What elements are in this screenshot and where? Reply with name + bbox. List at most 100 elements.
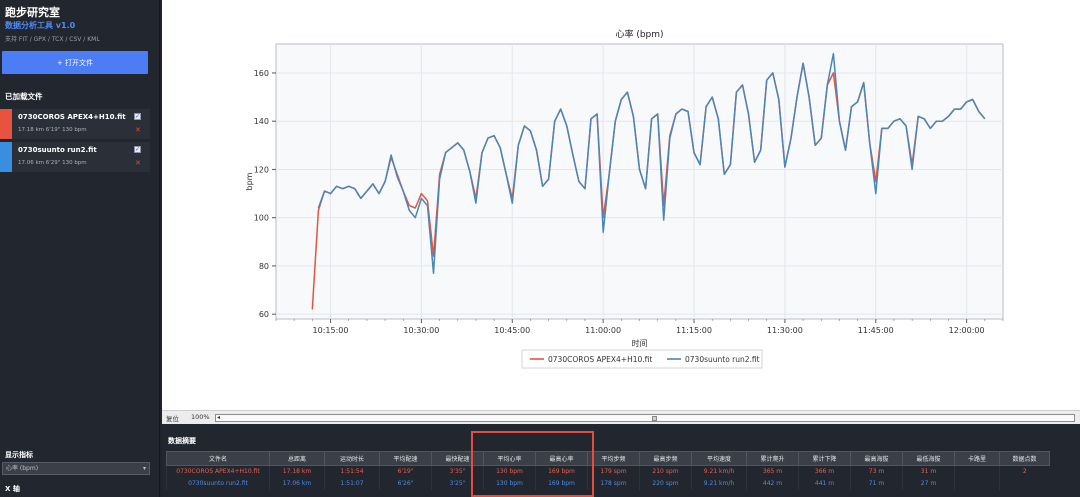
sidebar: 跑步研究室 数据分析工具 v1.0 支持 FIT / GPX / TCX / C… bbox=[0, 0, 160, 497]
summary-cell: 442 m bbox=[746, 477, 799, 490]
summary-cell: 210 spm bbox=[639, 465, 692, 478]
summary-cell: 169 bpm bbox=[535, 465, 588, 478]
x-tick-label: 10:15:00 bbox=[313, 326, 349, 335]
y-tick-label: 160 bbox=[254, 69, 269, 78]
summary-cell: 130 bpm bbox=[483, 465, 536, 478]
metric-select-value: 心率 (bpm) bbox=[6, 465, 39, 472]
metric-select[interactable]: 心率 (bpm) ▾ bbox=[2, 462, 150, 475]
legend-box bbox=[521, 349, 763, 369]
summary-cell: 6'26" bbox=[379, 477, 432, 490]
summary-cell bbox=[954, 477, 1000, 490]
file-name: 0730COROS APEX4+H10.fit bbox=[18, 113, 126, 121]
summary-cell: 71 m bbox=[850, 477, 903, 490]
series-line-2 bbox=[317, 52, 986, 274]
zoom-scrollbar[interactable]: ◂ bbox=[215, 414, 1075, 422]
summary-cell: 9.21 km/h bbox=[691, 477, 747, 490]
summary-header-cell[interactable]: 数据点数 bbox=[999, 451, 1050, 466]
heart-rate-chart: 60 80 100 120 140 160 10:15:00 10:30:00 10:45:00… bbox=[245, 28, 1004, 369]
summary-header-cell[interactable]: 卡路里 bbox=[954, 451, 1000, 466]
summary-title: 数据摘要 bbox=[168, 437, 196, 445]
legend-entry: 0730COROS APEX4+H10.fit bbox=[548, 355, 652, 364]
summary-cell: 169 bpm bbox=[535, 477, 588, 490]
scroll-left-icon[interactable]: ◂ bbox=[217, 414, 221, 421]
legend-entry: 0730suunto run2.fit bbox=[685, 355, 760, 364]
file-visible-checkbox[interactable]: ✓ bbox=[134, 113, 141, 120]
zoom-reset-button[interactable]: 复位 bbox=[166, 415, 179, 423]
chart-panel: 60 80 100 120 140 160 10:15:00 10:30:00 10:45:00… bbox=[162, 0, 1080, 410]
summary-cell: 178 spm bbox=[587, 477, 640, 490]
y-axis-label: bpm bbox=[245, 172, 254, 190]
zoom-bar: 复位 100% ◂ bbox=[162, 410, 1080, 424]
summary-cell: 0730suunto run2.fit bbox=[166, 477, 270, 490]
x-tick-label: 10:45:00 bbox=[494, 326, 530, 335]
summary-cell: 130 bpm bbox=[483, 477, 536, 490]
y-tick-label: 80 bbox=[259, 262, 269, 271]
summary-cell: 365 m bbox=[746, 465, 799, 478]
summary-cell: 9.21 km/h bbox=[691, 465, 747, 478]
open-file-button[interactable]: + 打开文件 bbox=[2, 51, 148, 74]
app-subtitle: 数据分析工具 v1.0 bbox=[5, 21, 76, 30]
summary-table: 文件名 总距离 运动时长 平均配速 最快配速 平均心率 最高心率 平均步频 最高步频 平均速度 累计… bbox=[166, 451, 1050, 490]
x-axis-label: 时间 bbox=[632, 338, 648, 348]
summary-header-cell[interactable]: 最高海拔 bbox=[850, 451, 903, 466]
x-tick-label: 11:30:00 bbox=[767, 326, 803, 335]
summary-header-cell[interactable]: 文件名 bbox=[166, 451, 270, 466]
file-card-suunto[interactable]: 0730suunto run2.fit 17.06 km 6'29" 130 b… bbox=[0, 142, 150, 172]
summary-cell: 366 m bbox=[798, 465, 851, 478]
summary-cell: 220 spm bbox=[639, 477, 692, 490]
summary-cell: 0730COROS APEX4+H10.fit bbox=[166, 465, 270, 478]
y-tick-label: 100 bbox=[254, 214, 269, 223]
summary-header-cell[interactable]: 累计爬升 bbox=[746, 451, 799, 466]
summary-cell: 27 m bbox=[902, 477, 955, 490]
zoom-level: 100% bbox=[191, 413, 210, 421]
chart-title: 心率 (bpm) bbox=[615, 28, 663, 40]
loaded-files-title: 已加载文件 bbox=[5, 92, 43, 101]
file-name: 0730suunto run2.fit bbox=[18, 146, 97, 154]
summary-cell: 73 m bbox=[850, 465, 903, 478]
summary-header-cell[interactable]: 最高心率 bbox=[535, 451, 588, 466]
summary-cell: 1:51:54 bbox=[324, 465, 380, 478]
remove-file-icon[interactable]: ✕ bbox=[135, 159, 141, 167]
summary-row[interactable]: 0730suunto run2.fit 17.06 km 1:51:07 6'26" 3… bbox=[166, 477, 1050, 490]
summary-header-cell[interactable]: 最快配速 bbox=[431, 451, 484, 466]
y-tick-label: 140 bbox=[254, 117, 269, 126]
summary-panel: 数据摘要 文件名 总距离 运动时长 平均配速 最快配速 平均心率 最高心率 平均步频 最高步频平… bbox=[162, 424, 1080, 497]
file-color-bar bbox=[0, 109, 12, 139]
metric-title: 显示指标 bbox=[5, 451, 33, 459]
y-tick-label: 60 bbox=[259, 310, 269, 319]
file-card-coros[interactable]: 0730COROS APEX4+H10.fit 17.18 km 6'19" 1… bbox=[0, 109, 150, 139]
x-tick-label: 12:00:00 bbox=[949, 326, 985, 335]
supported-formats: 支持 FIT / GPX / TCX / CSV / KML bbox=[5, 36, 100, 43]
file-color-bar bbox=[0, 142, 12, 172]
summary-cell: 17.18 km bbox=[269, 465, 325, 478]
summary-header-cell[interactable]: 平均步频 bbox=[587, 451, 640, 466]
summary-cell: 179 spm bbox=[587, 465, 640, 478]
summary-cell: 2 bbox=[999, 465, 1050, 478]
summary-header-cell[interactable]: 平均心率 bbox=[483, 451, 536, 466]
file-stats: 17.06 km 6'29" 130 bpm bbox=[18, 160, 87, 166]
summary-header-cell[interactable]: 最高步频 bbox=[639, 451, 692, 466]
summary-cell: 1:51:07 bbox=[324, 477, 380, 490]
summary-row[interactable]: 0730COROS APEX4+H10.fit 17.18 km 1:51:54 6'… bbox=[166, 465, 1050, 478]
file-visible-checkbox[interactable]: ✓ bbox=[134, 146, 141, 153]
summary-header-cell[interactable]: 运动时长 bbox=[324, 451, 380, 466]
summary-cell: 17.06 km bbox=[269, 477, 325, 490]
summary-cell: 3'35" bbox=[431, 465, 484, 478]
summary-header-cell[interactable]: 最低海拔 bbox=[902, 451, 955, 466]
summary-cell: 31 m bbox=[902, 465, 955, 478]
summary-cell: 441 m bbox=[798, 477, 851, 490]
summary-cell: 3'25" bbox=[431, 477, 484, 490]
scrollbar-thumb[interactable] bbox=[652, 416, 657, 421]
summary-header-cell[interactable]: 总距离 bbox=[269, 451, 325, 466]
summary-header-cell[interactable]: 平均配速 bbox=[379, 451, 432, 466]
app-title: 跑步研究室 bbox=[5, 6, 60, 19]
x-tick-label: 11:15:00 bbox=[676, 326, 712, 335]
x-tick-label: 11:45:00 bbox=[858, 326, 894, 335]
file-stats: 17.18 km 6'19" 130 bpm bbox=[18, 127, 87, 133]
summary-header-cell[interactable]: 平均速度 bbox=[691, 451, 747, 466]
x-tick-label: 11:00:00 bbox=[585, 326, 621, 335]
chevron-down-icon: ▾ bbox=[142, 465, 146, 472]
summary-cell bbox=[954, 465, 1000, 478]
remove-file-icon[interactable]: ✕ bbox=[135, 126, 141, 134]
summary-header-cell[interactable]: 累计下降 bbox=[798, 451, 851, 466]
